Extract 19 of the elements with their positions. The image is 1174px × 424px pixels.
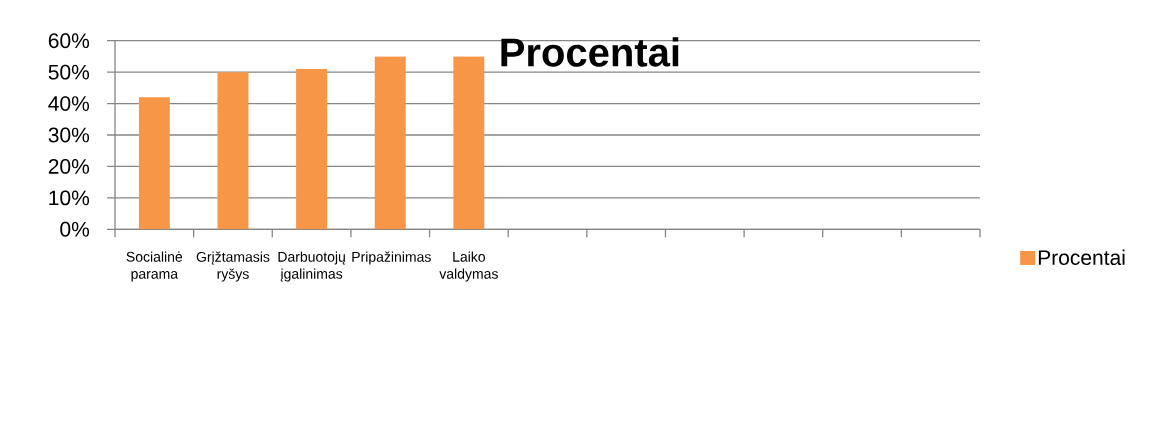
bar [296,68,328,230]
legend-label: Procentai [1038,249,1125,266]
y-tick-label: 20% [48,159,90,174]
x-tick-label: Socialinė parama [126,251,183,282]
bar [217,72,249,230]
x-tick-label: Laiko valdymas [439,251,498,282]
y-tick-label: 30% [48,127,90,143]
y-tick-label: 40% [48,96,90,111]
chart-title: Procentai [501,37,679,67]
x-tick-label: Pripažinimas [352,251,431,265]
y-tick-label: 10% [49,190,90,206]
bar [453,56,485,230]
y-tick-label: 50% [48,64,90,80]
x-tick-label: Darbuotojų įgalinimas [278,251,346,282]
y-tick-label: 60% [48,33,90,49]
bar [138,97,170,230]
y-tick-label: 0% [60,221,90,237]
x-tick-label: Grįžtamasis ryšys [196,251,270,282]
bar [374,56,406,230]
